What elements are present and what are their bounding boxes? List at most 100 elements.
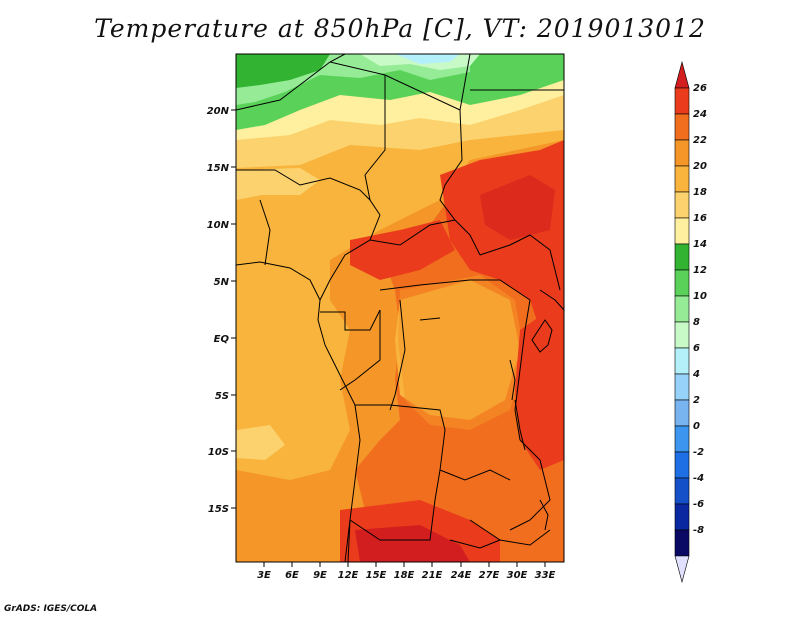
lat-label: 10S: [208, 447, 229, 458]
lon-label: 12E: [338, 570, 359, 581]
border-chad-sudan: [439, 109, 481, 256]
colorbar: 26 24 22 20 18 16 14 12 10 8 6 4 2 0 -2 …: [674, 60, 707, 584]
border-car-drc: [379, 279, 531, 301]
colorbar-cell: [674, 321, 690, 349]
lat-label: EQ: [214, 334, 230, 345]
colorbar-label: 8: [693, 317, 700, 328]
field-24-cameroon: [350, 220, 455, 280]
border-congo-gabon: [339, 310, 381, 391]
border-benin-nigeria: [259, 199, 271, 266]
field-16-west: [236, 168, 320, 200]
field-26-south: [355, 525, 470, 562]
border-niger-chad: [364, 75, 386, 216]
colorbar-cell: [674, 87, 690, 115]
colorbar-label: 20: [693, 161, 707, 172]
colorbar-cell: [674, 347, 690, 375]
border-eqguinea-gabon: [320, 309, 381, 331]
lon-label: 9E: [313, 570, 327, 581]
lat-label: 15N: [207, 163, 230, 174]
lake-kivu: [509, 359, 516, 401]
colorbar-label: -8: [693, 525, 704, 536]
colorbar-label: 6: [693, 343, 700, 354]
border-congo-drc: [389, 299, 406, 411]
colorbar-label: 18: [693, 187, 707, 198]
colorbar-cell: [674, 451, 690, 479]
border-uganda: [539, 289, 564, 311]
river-congo: [419, 317, 441, 321]
border-nigeria-cameroon: [319, 214, 381, 301]
lat-label: 10N: [207, 220, 230, 231]
lon-label: 30E: [507, 570, 528, 581]
lat-label: 15S: [208, 504, 229, 515]
lon-axis: 3E 6E 9E 12E 15E 18E 21E 24E 27E 30E 33E: [257, 562, 556, 581]
colorbar-label: 16: [693, 213, 707, 224]
grads-credit: GrADS: IGES/COLA: [4, 604, 98, 614]
colorbar-cell: [674, 217, 690, 245]
colorbar-cell: [674, 503, 690, 531]
colorbar-label: 0: [693, 421, 700, 432]
lake-tanganyika: [514, 399, 526, 451]
colorbar-label: -2: [693, 447, 704, 458]
colorbar-labels: 26 24 22 20 18 16 14 12 10 8 6 4 2 0 -2 …: [692, 83, 707, 536]
lon-label: 21E: [422, 570, 443, 581]
field-24-lakes: [515, 300, 564, 470]
field-20-basin-edge: [398, 275, 525, 430]
colorbar-label: 26: [693, 83, 707, 94]
border-zambia-tanzania: [509, 439, 551, 531]
colorbar-cell: [674, 139, 690, 167]
lat-label: 5N: [214, 277, 230, 288]
map-frame: [235, 53, 565, 563]
colorbar-cell: [674, 269, 690, 297]
colorbar-label: 24: [693, 109, 707, 120]
colorbar-cell: [674, 191, 690, 219]
colorbar-cell: [674, 399, 690, 427]
lake-victoria: [531, 319, 553, 353]
border-zambia-zimbabwe: [469, 519, 551, 546]
field-26-east: [480, 175, 555, 240]
colorbar-cell: [674, 60, 690, 89]
colorbar-cell: [674, 295, 690, 323]
colorbar-label: -6: [693, 499, 704, 510]
lat-label: 5S: [215, 391, 229, 402]
field-4-patch: [395, 54, 460, 64]
colorbar-cell: [674, 425, 690, 453]
colorbar-label: 4: [692, 369, 700, 380]
lon-label: 33E: [535, 570, 556, 581]
temperature-field: [236, 54, 564, 562]
colorbar-label: -4: [693, 473, 704, 484]
lon-label: 15E: [366, 570, 387, 581]
lon-label: 24E: [451, 570, 472, 581]
border-algeria-niger: [236, 54, 346, 111]
border-drc-east: [514, 299, 531, 441]
field-12-patch: [236, 54, 330, 88]
colorbar-label: 10: [693, 291, 707, 302]
atlantic-coastline: [236, 261, 361, 562]
colorbar-cell: [674, 529, 690, 557]
colorbar-cell: [674, 165, 690, 193]
colorbar-cell: [674, 555, 690, 584]
colorbar-cell: [674, 477, 690, 505]
colorbar-cell: [674, 373, 690, 401]
colorbar-cell: [674, 243, 690, 271]
map-title: Temperature at 850hPa [C], VT: 201901301…: [94, 14, 706, 43]
field-16-sw: [236, 425, 285, 460]
lat-label: 20N: [207, 106, 230, 117]
lon-label: 3E: [257, 570, 271, 581]
lon-label: 27E: [479, 570, 500, 581]
lat-axis: 20N 15N 10N 5N EQ 5S 10S 15S: [207, 106, 236, 515]
border-caprivi: [449, 539, 501, 549]
lon-label: 18E: [394, 570, 415, 581]
colorbar-label: 12: [693, 265, 707, 276]
border-niger-nigeria: [236, 169, 371, 201]
border-chad-car: [369, 219, 456, 246]
lake-malawi: [539, 499, 549, 531]
border-angola-drc: [355, 404, 511, 481]
colorbar-cells: [674, 60, 690, 584]
colorbar-label: 22: [693, 135, 707, 146]
border-angola-zambia: [349, 469, 441, 541]
border-niger-libya: [329, 54, 471, 111]
border-sudan-southsudan: [479, 234, 561, 291]
coastline: [236, 261, 553, 562]
